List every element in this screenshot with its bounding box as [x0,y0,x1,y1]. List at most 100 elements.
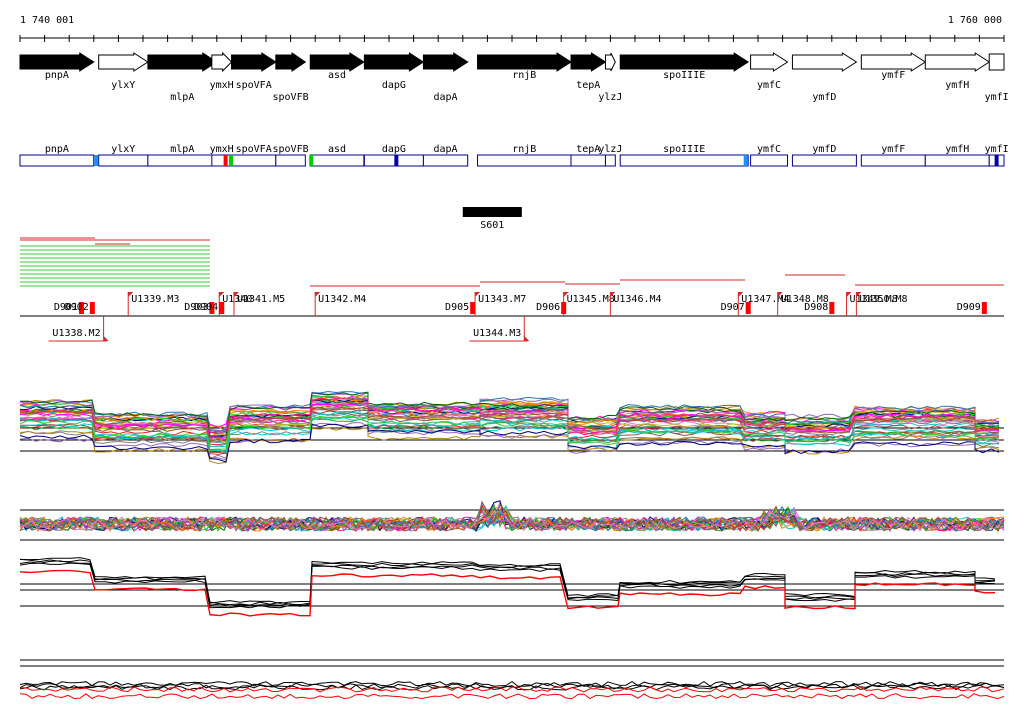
summary-profile [19,560,996,607]
downshift-marker [219,302,225,314]
gene-box [363,154,424,167]
transcript-label: U1348.M8 [781,294,829,305]
downshift-label: D904 [194,302,218,313]
downshift-marker [78,302,84,314]
gene-box-label: ymfH [945,144,969,155]
gene-box [98,154,149,167]
gene-arrow [275,52,307,72]
gene-label: ymfI [985,92,1009,103]
gene-arrow [309,52,365,72]
transcript-marker [219,292,225,297]
gene-label: ylzJ [598,92,622,103]
gene-arrow [791,52,858,72]
gene-label: asd [328,70,346,81]
downshift-marker [829,302,835,314]
expression-profile [19,399,1000,439]
gene-box [275,154,306,167]
gene-label: dapA [434,92,458,103]
gene-box [570,154,606,167]
transcript-label: U1349.M8 [850,294,898,305]
expression-panel-bottom [19,659,1005,700]
downshift-label: D902 [65,302,89,313]
downshift-label: D909 [957,302,981,313]
segment-track: S601 [462,207,522,231]
expression-profile [19,415,999,452]
gene-label: ylxY [111,80,135,91]
gene-arrow [604,52,616,72]
gene-arrow [363,52,425,72]
gene-box [147,154,218,167]
downshift-label: D905 [445,302,469,313]
gene-box-label: tepA [576,144,600,155]
gene-box-label: ymfF [881,144,905,155]
gene-arrow [750,52,789,72]
expression-profile [19,390,1000,432]
gene-arrow [619,52,750,72]
gene-box-label: ymfD [812,144,836,155]
gene-arrow [860,52,927,72]
downshift-label: D907 [721,302,745,313]
expression-profile [19,402,1000,441]
bottom-profile [19,684,1005,691]
gene-label: pnpA [45,70,69,81]
gene-box [924,154,990,167]
gene-box [309,154,365,167]
downshift-marker [745,302,751,314]
gene-arrow [98,52,149,72]
gene-label: ymfH [945,80,969,91]
domain-mark [309,155,314,166]
transcript-marker [475,292,481,297]
gene-box-label: spoVFB [273,144,309,155]
gene-label: ymfC [757,80,781,91]
gene-box-label: dapA [434,144,458,155]
gene-arrow [570,52,607,72]
gene-box [791,154,857,167]
gene-box [231,154,277,167]
downshift-marker [470,302,476,314]
gene-arrow [211,51,233,73]
downshift-label: D901 [54,302,78,313]
gene-box-label: spoVFA [236,144,272,155]
downshift-label: D908 [804,302,828,313]
transcript-label: U1350.M8 [859,294,907,305]
gene-box-label: ymfC [757,144,781,155]
gene-box [477,154,572,167]
gene-arrow [477,52,572,72]
transcript-label: U1341.M5 [237,294,285,305]
transcript-label: U1347.M4 [741,294,789,305]
transcript-label: U1340 [222,294,252,305]
transcript-marker [777,292,783,297]
gene-box-label: rnjB [512,144,536,155]
domain-mark [394,155,399,166]
gene-label: mlpA [170,92,194,103]
gene-box-label: ymfI [985,144,1009,155]
domain-mark [94,155,99,166]
gene-label: ymxH [210,80,234,91]
bottom-profile [19,693,1005,700]
segment-label: S601 [480,220,504,231]
transcript-marker [128,292,134,297]
ruler-end-label: 1 760 000 [948,15,1002,26]
domain-mark [229,155,234,166]
gene-box-label: spoIIIE [663,144,705,155]
transcript-marker [846,292,852,297]
expression-profile [19,391,1000,432]
transcript-marker [233,292,239,297]
transcript-marker [103,336,109,341]
expression-profile [19,392,1000,437]
domain-mark [223,155,228,166]
domain-mark [994,155,999,166]
gene-arrow [231,52,277,72]
gene-box [211,154,233,167]
gene-label: spoVFA [236,80,272,91]
transcript-label: U1344.M3 [473,328,521,339]
gene-box-label: mlpA [170,144,194,155]
gene-box-label: ylxY [111,144,135,155]
gene-box [619,154,749,167]
transcript-label: U1338.M2 [52,328,100,339]
gene-box-label: ymxH [210,144,234,155]
gene-label: ymfF [881,70,905,81]
